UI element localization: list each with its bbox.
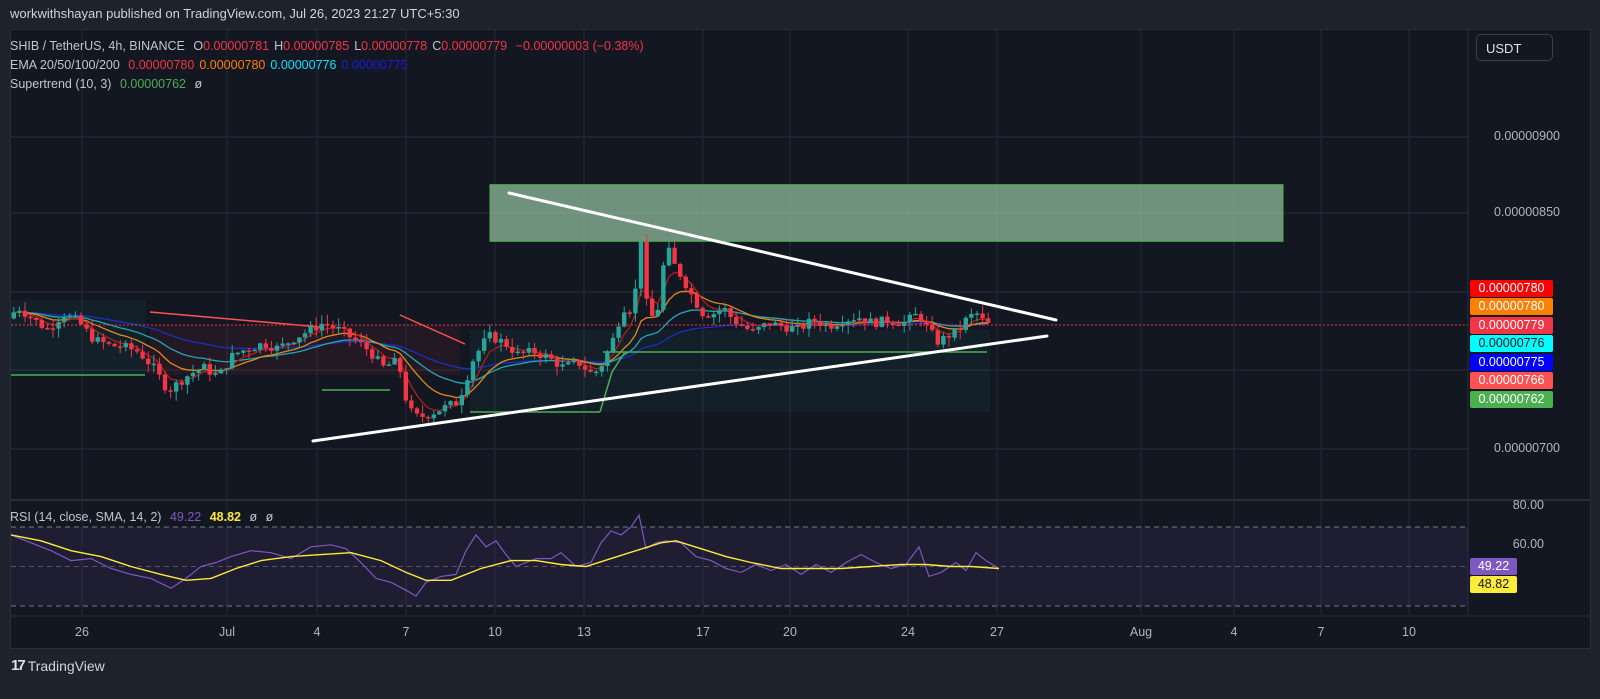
time-axis-tick: 7: [1317, 625, 1325, 639]
rsi-extra-2: ø: [265, 510, 274, 524]
time-axis-tick: 24: [901, 625, 915, 639]
ema-value-2: 0.00000776: [270, 58, 337, 72]
tradingview-logo-icon: 17: [11, 657, 26, 674]
price-change: −0.00000003 (−0.38%): [515, 39, 644, 53]
price-axis-tick: 0.00000700: [1493, 441, 1560, 455]
time-axis-tick: 4: [1230, 625, 1238, 639]
time-axis-tick: Jul: [219, 625, 235, 639]
price-tag: 0.00000780: [1470, 298, 1553, 315]
rsi-pane: [10, 513, 1468, 607]
supertrend-value: 0.00000762: [119, 77, 186, 91]
price-tag: 0.00000776: [1470, 335, 1553, 352]
time-axis-tick: 17: [696, 625, 710, 639]
supply-zone-rectangle[interactable]: [489, 184, 1284, 242]
ema-legend[interactable]: EMA 20/50/100/200 0.00000780 0.00000780 0.…: [10, 56, 407, 75]
time-axis-tick: 27: [990, 625, 1004, 639]
triangle-trendlines[interactable]: [311, 191, 1058, 443]
rsi-legend[interactable]: RSI (14, close, SMA, 14, 2) 49.22 48.82 …: [10, 508, 273, 527]
price-tag: 0.00000780: [1470, 280, 1553, 297]
time-axis-tick: 13: [577, 625, 591, 639]
time-axis-tick: Aug: [1129, 625, 1153, 639]
rsi-tag: 49.22: [1470, 558, 1517, 575]
rsi-sma-value: 48.82: [209, 510, 241, 524]
ohlc-c: C0.00000779: [432, 39, 508, 53]
rsi-axis-tick: 60.00: [1512, 537, 1544, 551]
ema-values: 0.00000780 0.00000780 0.00000776 0.00000775: [123, 58, 407, 72]
price-tag: 0.00000775: [1470, 354, 1553, 371]
supertrend-label: Supertrend (10, 3): [10, 77, 112, 91]
ema-label: EMA 20/50/100/200: [10, 58, 120, 72]
candlestick-series: [11, 233, 991, 424]
time-axis-tick: 4: [313, 625, 321, 639]
ema-value-3: 0.00000775: [341, 58, 408, 72]
supertrend-fill: [11, 300, 990, 412]
rsi-axis-tick: 80.00: [1512, 498, 1544, 512]
price-tag: 0.00000779: [1470, 317, 1553, 334]
grid-lines: [11, 30, 1590, 617]
ohlc-h: H0.00000785: [274, 39, 350, 53]
rsi-extra-1: ø: [249, 510, 258, 524]
ema-value-0: 0.00000780: [128, 58, 195, 72]
ohlc-l: L0.00000778: [354, 39, 428, 53]
ohlc-values: O0.00000781 H0.00000785 L0.00000778 C0.0000…: [188, 39, 507, 53]
time-axis-tick: 7: [402, 625, 410, 639]
time-axis-tick: 10: [1402, 625, 1416, 639]
chart-frame[interactable]: [10, 29, 1591, 649]
price-tag: 0.00000766: [1470, 372, 1553, 389]
price-tag: 0.00000762: [1470, 391, 1553, 408]
time-axis-tick: 20: [783, 625, 797, 639]
rsi-label: RSI (14, close, SMA, 14, 2): [10, 510, 162, 524]
tradingview-logo[interactable]: 17 TradingView: [11, 657, 105, 674]
time-axis-tick: 26: [75, 625, 89, 639]
symbol-name: SHIB / TetherUS, 4h, BINANCE: [10, 39, 185, 53]
symbol-legend: SHIB / TetherUS, 4h, BINANCE O0.00000781…: [10, 37, 644, 56]
price-axis-tick: 0.00000850: [1493, 205, 1560, 219]
rsi-value: 49.22: [169, 510, 202, 524]
ohlc-o: O0.00000781: [193, 39, 270, 53]
ema-value-1: 0.00000780: [199, 58, 266, 72]
price-axis-tick: 0.00000900: [1493, 129, 1560, 143]
supertrend-legend[interactable]: Supertrend (10, 3) 0.00000762 ø: [10, 75, 202, 94]
publisher-line: workwithshayan published on TradingView.…: [10, 6, 460, 21]
supertrend-extra: ø: [194, 77, 203, 91]
currency-button[interactable]: USDT: [1476, 34, 1553, 61]
tradingview-brand: TradingView: [27, 657, 105, 674]
rsi-tag: 48.82: [1470, 576, 1517, 593]
time-axis-tick: 10: [488, 625, 502, 639]
